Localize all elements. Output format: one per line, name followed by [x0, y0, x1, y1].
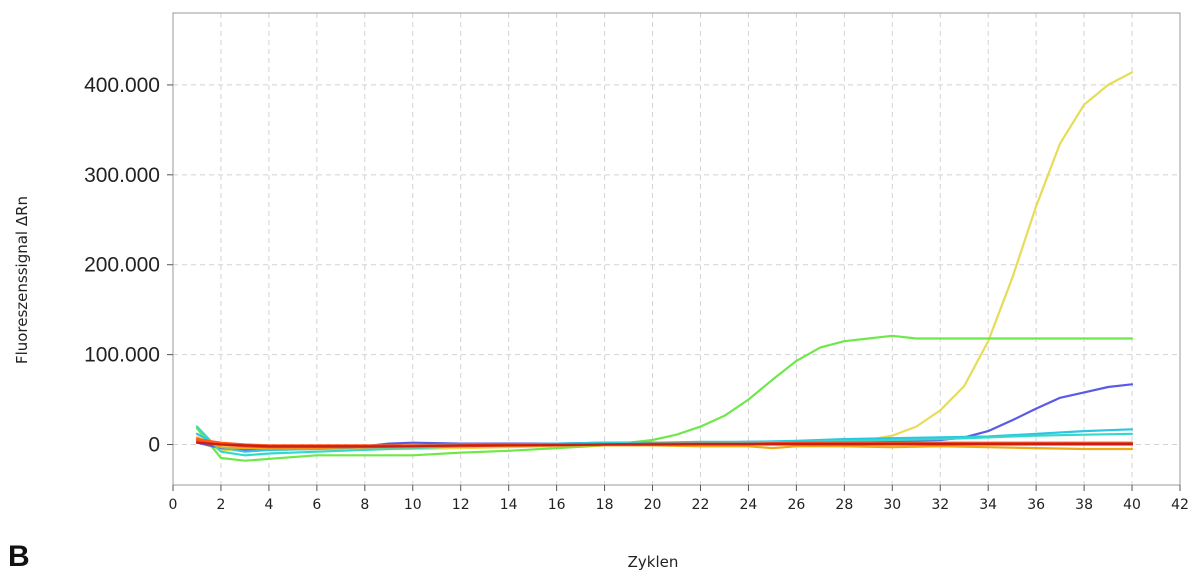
y-tick-label: 200.000: [84, 254, 160, 277]
series-line-9: [195, 441, 1134, 448]
x-tick-label: 20: [644, 497, 662, 513]
x-tick-label: 42: [1171, 497, 1189, 513]
x-tick-label: 8: [360, 497, 369, 513]
y-tick-label: 300.000: [84, 164, 160, 187]
x-tick-label: 24: [740, 497, 758, 513]
y-tick-label: 100.000: [84, 344, 160, 367]
y-axis-label: Fluoreszenssignal ΔRn: [13, 195, 31, 365]
x-tick-label: 2: [216, 497, 225, 513]
x-tick-label: 30: [883, 497, 901, 513]
x-tick-label: 36: [1027, 497, 1045, 513]
panel-label: B: [8, 540, 30, 573]
x-tick-label: 34: [979, 497, 997, 513]
series-line-2: [195, 334, 1134, 462]
y-tick-label: 0: [148, 434, 160, 457]
x-tick-label: 22: [692, 497, 710, 513]
plot-frame: [172, 12, 1181, 486]
x-tick-label: 38: [1075, 497, 1093, 513]
y-tick-label: 400.000: [84, 74, 160, 97]
x-tick-label: 10: [404, 497, 422, 513]
x-axis-label: Zyklen: [627, 553, 679, 571]
x-tick-label: 12: [452, 497, 470, 513]
x-tick-label: 28: [835, 497, 853, 513]
x-tick-label: 4: [264, 497, 273, 513]
x-tick-label: 14: [500, 497, 518, 513]
plot-area: [173, 13, 1180, 485]
x-tick-label: 6: [312, 497, 321, 513]
x-tick-label: 32: [931, 497, 949, 513]
x-tick-label: 26: [787, 497, 805, 513]
x-tick-label: 16: [548, 497, 566, 513]
x-tick-label: 18: [596, 497, 614, 513]
x-tick-label: 0: [169, 497, 178, 513]
x-tick-label: 40: [1123, 497, 1141, 513]
